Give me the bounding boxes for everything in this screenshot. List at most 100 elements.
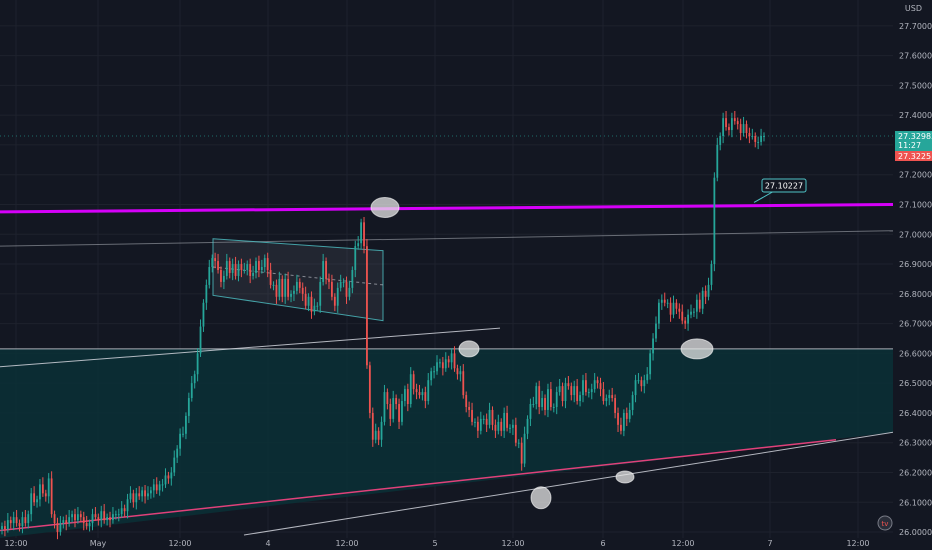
candle-body xyxy=(240,264,243,270)
candle-body xyxy=(246,264,249,270)
candle-body xyxy=(33,493,36,503)
candle-body xyxy=(65,520,68,524)
tradingview-logo[interactable]: tv xyxy=(877,515,893,531)
candle-body xyxy=(155,484,158,491)
candle-body xyxy=(211,258,214,268)
candle-body xyxy=(351,270,354,288)
candle-body xyxy=(12,517,15,524)
candle-body xyxy=(754,136,757,142)
candle-body xyxy=(485,418,488,425)
time-tick-label: 12:00 xyxy=(846,539,869,548)
candle-body xyxy=(465,395,468,407)
candle-body xyxy=(94,514,97,518)
candle-body xyxy=(514,424,517,443)
candle-body xyxy=(214,258,217,262)
candle-body xyxy=(82,517,85,524)
candle-body xyxy=(398,404,400,422)
candle-body xyxy=(56,523,59,533)
candle-body xyxy=(462,371,465,396)
candle-body xyxy=(564,383,567,402)
candle-body xyxy=(366,246,368,366)
candle-body xyxy=(576,386,579,402)
candle-body xyxy=(412,374,415,390)
candle-body xyxy=(319,281,322,306)
candle-body xyxy=(152,484,155,491)
candle-body xyxy=(684,320,687,324)
candle-body xyxy=(336,287,339,306)
candle-body xyxy=(395,398,398,404)
candle-body xyxy=(307,296,310,306)
candle-body xyxy=(374,430,377,440)
candle-body xyxy=(228,261,231,273)
candle-body xyxy=(322,261,325,282)
candle-body xyxy=(103,511,106,521)
candle-body xyxy=(579,395,581,402)
candle-body xyxy=(50,478,53,515)
candle-body xyxy=(421,392,424,396)
candle-body xyxy=(447,359,450,363)
axes: USD 27.70000 27.60000 27.50000 27.40000 27.3… xyxy=(4,0,932,550)
candle-body xyxy=(15,517,18,524)
candle-body xyxy=(547,389,549,410)
candle-body xyxy=(733,118,736,122)
price-tick-label: 27.20000 xyxy=(899,171,932,180)
candle-body xyxy=(266,258,269,270)
time-tick-label: 12:00 xyxy=(501,539,524,548)
markers: 27.10227 xyxy=(370,178,807,510)
candle-body xyxy=(745,124,748,134)
candle-body xyxy=(138,493,141,497)
candle-body xyxy=(348,287,351,297)
candle-body xyxy=(453,353,456,369)
candle-body xyxy=(549,389,552,407)
candle-body xyxy=(272,284,275,286)
candle-body xyxy=(701,290,704,309)
candle-body xyxy=(1,526,3,530)
candle-body xyxy=(657,302,660,324)
candle-body xyxy=(517,442,520,444)
candle-body xyxy=(41,484,44,494)
candle-body xyxy=(628,409,631,419)
candle-body xyxy=(342,281,345,283)
candle-body xyxy=(114,514,117,516)
price-tick-label: 26.80000 xyxy=(899,290,932,299)
price-tick-label: 26.20000 xyxy=(899,468,932,477)
candle-body xyxy=(593,380,596,390)
candle-body xyxy=(44,493,47,497)
highlight-marker xyxy=(680,338,714,360)
candle-body xyxy=(295,281,298,291)
ask-price-label: 27.32251 xyxy=(898,152,932,161)
candle-body xyxy=(687,314,689,324)
candle-body xyxy=(258,261,260,270)
candle-body xyxy=(275,284,278,297)
candle-body xyxy=(535,386,538,404)
candle-body xyxy=(599,383,602,390)
candle-body xyxy=(287,278,290,297)
candle-body xyxy=(541,398,544,407)
highlight-marker xyxy=(615,470,635,484)
candle-body xyxy=(570,386,573,396)
candle-body xyxy=(491,409,494,425)
candle-body xyxy=(126,499,129,512)
candle-body xyxy=(368,365,371,413)
candle-body xyxy=(704,290,707,297)
candle-body xyxy=(736,121,739,125)
candle-body xyxy=(293,290,295,294)
candle-body xyxy=(471,409,473,422)
price-tick-label: 26.10000 xyxy=(899,498,932,507)
candle-body xyxy=(617,412,619,425)
candle-body xyxy=(631,395,634,410)
candle-body xyxy=(710,264,713,285)
candle-body xyxy=(497,421,500,431)
candle-body xyxy=(526,418,529,434)
candles xyxy=(1,110,765,540)
candle-body xyxy=(333,296,336,306)
candle-body xyxy=(27,514,30,524)
price-tick-label: 26.70000 xyxy=(899,320,932,329)
candle-body xyxy=(663,299,666,303)
candle-body xyxy=(328,278,330,282)
candle-body xyxy=(693,311,695,313)
candle-body xyxy=(380,421,383,440)
candle-body xyxy=(406,389,409,404)
